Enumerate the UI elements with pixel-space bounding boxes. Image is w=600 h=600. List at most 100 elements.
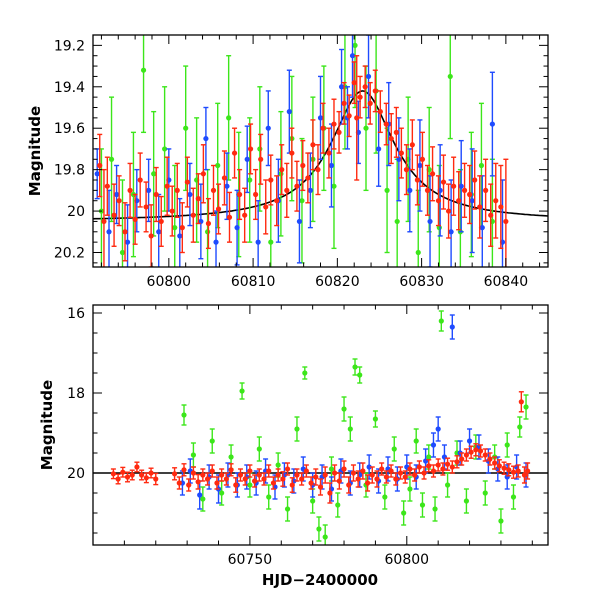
data-point [101, 218, 107, 225]
data-point [204, 229, 211, 235]
data-point [317, 484, 324, 490]
data-point [289, 482, 295, 488]
data-point [448, 229, 454, 235]
data-point [294, 472, 300, 478]
data-point [341, 406, 347, 412]
data-point [487, 456, 493, 462]
data-point [143, 475, 149, 481]
data-point [129, 472, 135, 478]
y-tick-label: 20 [67, 204, 85, 220]
data-point [444, 482, 451, 488]
data-point [158, 218, 164, 225]
data-point [393, 476, 399, 482]
data-point [307, 187, 313, 193]
data-point [316, 526, 322, 532]
data-point [134, 464, 140, 470]
x-tick-label: 60840 [484, 274, 529, 290]
bottom-panel: 60750 60800 16 18 20 Magnitude HJD−2400000 [38, 304, 549, 589]
data-point [523, 404, 529, 410]
data-point [346, 482, 352, 488]
data-point [148, 470, 154, 476]
data-point [355, 476, 361, 482]
data-point [394, 218, 400, 225]
data-point [195, 479, 201, 485]
data-point [467, 191, 473, 198]
data-point [181, 412, 187, 418]
data-point [313, 474, 319, 480]
data-point [97, 162, 103, 169]
y-tick-label: 16 [67, 306, 85, 322]
x-tick-label: 60800 [147, 274, 192, 290]
data-point [156, 229, 162, 235]
data-point [430, 468, 437, 474]
data-point [352, 364, 358, 370]
data-point [503, 218, 509, 225]
data-point [219, 472, 225, 478]
data-point [416, 464, 422, 470]
data-point [326, 150, 332, 156]
data-point [247, 146, 254, 152]
data-point [357, 372, 363, 378]
data-point [352, 42, 358, 48]
data-point [242, 212, 248, 218]
data-point [332, 470, 338, 476]
data-point [351, 80, 357, 86]
data-point [488, 212, 494, 218]
data-point [444, 461, 451, 467]
data-point [233, 482, 239, 488]
data-point [382, 494, 388, 500]
data-point [413, 438, 419, 444]
data-point [473, 447, 479, 453]
data-point [223, 476, 229, 482]
data-point [427, 218, 433, 225]
data-point [435, 198, 442, 204]
data-point [190, 212, 196, 218]
data-point [336, 478, 342, 484]
data-point [303, 468, 309, 474]
data-point [426, 463, 432, 469]
data-point [449, 464, 455, 470]
data-point [300, 162, 306, 169]
data-point [122, 229, 128, 235]
data-point [279, 167, 285, 173]
data-point [362, 84, 368, 90]
data-point [213, 239, 219, 245]
series-1 [179, 314, 529, 510]
data-point [414, 177, 420, 183]
data-point [184, 179, 190, 185]
top-panel: 60800 60810 60820 60830 60840 19.2 19.4 19.6 19.… [26, 34, 549, 290]
data-point [187, 191, 193, 198]
data-point [383, 121, 389, 127]
y-tick-label: 19.8 [54, 163, 85, 179]
data-point [346, 113, 352, 119]
data-point [435, 426, 441, 432]
data-point [172, 225, 178, 231]
data-point [350, 470, 357, 476]
data-point [435, 462, 441, 468]
data-point [317, 115, 324, 121]
data-point [234, 225, 240, 231]
data-point [124, 474, 131, 480]
data-point [226, 214, 233, 220]
data-point [296, 218, 303, 225]
data-point [440, 466, 446, 472]
data-point [477, 204, 483, 210]
data-point [510, 494, 517, 500]
x-tick-label: 60820 [315, 274, 360, 290]
data-point [374, 476, 380, 482]
data-point [360, 468, 366, 474]
data-point [210, 187, 217, 193]
data-point [111, 212, 117, 218]
data-point [299, 476, 305, 482]
data-point [179, 225, 185, 231]
data-point [310, 498, 316, 504]
data-point [402, 474, 408, 480]
data-point [237, 191, 243, 198]
top-plot-frame [92, 34, 549, 268]
data-point [224, 183, 230, 189]
data-point [398, 150, 404, 156]
data-point [364, 480, 371, 486]
data-point [454, 459, 460, 465]
data-point [430, 442, 437, 448]
data-point [518, 399, 524, 405]
